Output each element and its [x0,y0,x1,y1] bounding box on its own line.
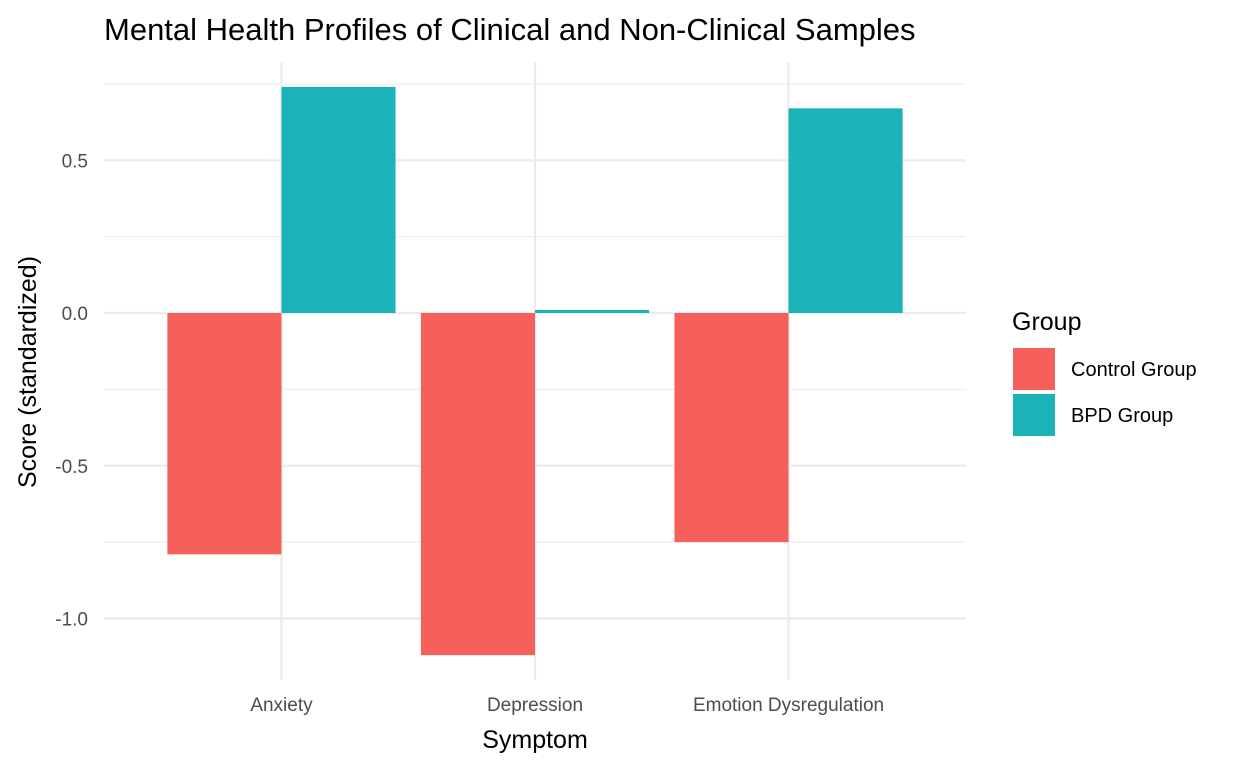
legend-title: Group [1012,308,1081,336]
bar-control-group-emotion-dysregulation [674,313,789,543]
legend-swatch [1013,348,1055,390]
bar-control-group-anxiety [167,313,282,555]
bars [167,86,903,656]
y-tick-label: -0.5 [55,457,88,478]
legend-swatch [1013,394,1055,436]
bar-bpd-group-emotion-dysregulation [788,108,903,313]
y-tick-label: -1.0 [55,610,88,631]
bar-bpd-group-anxiety [281,86,396,314]
x-axis-ticks: Anxiety Depression Emotion Dysregulation [250,695,884,716]
legend-label: BPD Group [1071,405,1173,427]
legend-label: Control Group [1071,359,1197,381]
y-axis-title: Score (standardized) [14,256,42,488]
y-axis-ticks: -1.0 -0.5 0.0 0.5 [55,151,88,630]
x-axis-title: Symptom [482,726,588,754]
bar-control-group-depression [420,313,535,656]
x-tick-label: Anxiety [250,695,313,716]
x-tick-label: Emotion Dysregulation [693,695,884,716]
x-tick-label: Depression [487,695,583,716]
bar-bpd-group-depression [535,309,650,313]
chart-title: Mental Health Profiles of Clinical and N… [104,12,916,47]
y-tick-label: 0.0 [62,304,88,325]
legend: Group Control Group BPD Group [1012,308,1197,436]
y-tick-label: 0.5 [62,151,88,172]
